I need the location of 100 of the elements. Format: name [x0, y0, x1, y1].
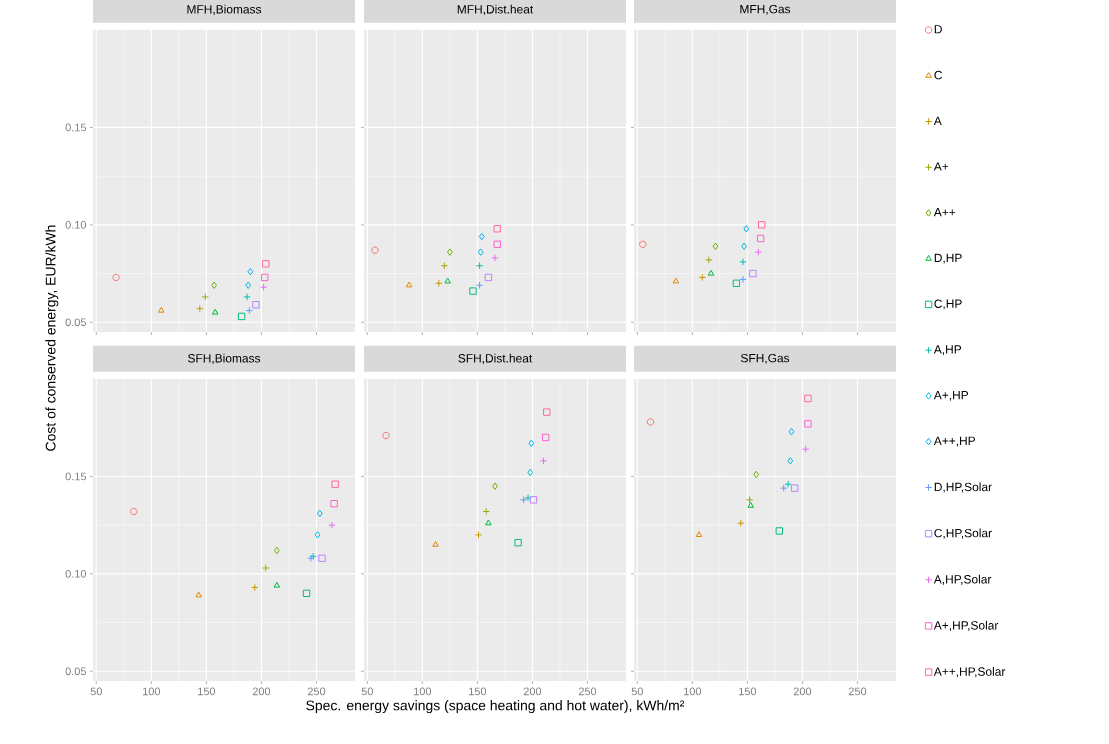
point: [539, 457, 548, 465]
point: [698, 273, 706, 282]
x-tick-label: 200: [252, 687, 271, 696]
point: [749, 269, 757, 278]
point: [469, 287, 477, 295]
chart-title: MFH,Gas: [740, 4, 791, 15]
point: [491, 254, 499, 262]
point: [754, 248, 763, 256]
legend-label: C,HP,Solar: [934, 528, 992, 539]
point: [328, 521, 336, 529]
point: [245, 306, 254, 315]
legend-label: D,HP,Solar: [934, 482, 992, 493]
point: [211, 281, 217, 289]
point: [743, 225, 750, 233]
point: [446, 248, 453, 256]
x-tick-label: 150: [739, 687, 757, 696]
x-tick-label: 200: [523, 687, 542, 696]
legend-label: A+,HP: [933, 391, 969, 401]
point: [514, 538, 522, 547]
point: [195, 591, 202, 598]
legend-label: A++: [933, 208, 956, 217]
point: [247, 267, 254, 276]
point: [732, 279, 741, 287]
x-tick-label: 200: [793, 687, 812, 696]
legend-label: A,HP: [933, 345, 962, 356]
x-tick-label: 250: [848, 687, 867, 696]
point: [758, 221, 766, 229]
point: [787, 457, 794, 465]
y-tick-label: 0.05: [65, 667, 87, 676]
legend-label: D,HP: [934, 253, 962, 264]
legend-label: C: [934, 70, 942, 80]
point: [519, 496, 528, 504]
point: [382, 431, 390, 440]
point: [475, 262, 484, 270]
point: [478, 232, 485, 241]
point: [444, 277, 451, 284]
point: [273, 581, 281, 588]
point: [739, 258, 747, 266]
point: [485, 519, 492, 526]
y-tick-label: 0.10: [65, 220, 87, 229]
point: [784, 480, 792, 488]
point: [316, 509, 323, 518]
point: [432, 540, 439, 547]
legend-label: A,HP,Solar: [933, 574, 992, 585]
point: [130, 507, 138, 516]
point: [243, 293, 251, 301]
point: [739, 275, 747, 284]
point: [529, 496, 538, 504]
y-tick-label: 0.15: [65, 123, 87, 132]
legend-label: A++,HP: [933, 436, 976, 447]
x-tick-label: 150: [198, 687, 216, 696]
y-tick-label: 0.15: [65, 472, 87, 481]
point: [157, 306, 165, 313]
x-tick-label: 50: [361, 687, 373, 696]
point: [802, 445, 810, 453]
point: [318, 554, 326, 562]
point: [262, 260, 270, 268]
legend-label: D: [934, 25, 942, 34]
point: [493, 225, 501, 233]
point: [435, 279, 443, 287]
point: [112, 273, 120, 282]
point: [482, 507, 490, 516]
point: [524, 494, 532, 502]
point: [371, 246, 379, 254]
point: [541, 433, 550, 442]
point: [543, 408, 551, 416]
point: [753, 470, 760, 479]
y-tick-label: 0.10: [65, 569, 87, 578]
legend-label: A: [933, 116, 942, 125]
x-tick-label: 100: [684, 687, 702, 696]
point: [262, 564, 270, 572]
x-tick-label: 50: [631, 687, 643, 696]
point: [745, 496, 754, 504]
x-tick-label: 50: [90, 687, 102, 696]
point: [330, 500, 338, 508]
legend-label: A+: [933, 162, 949, 171]
point: [492, 482, 498, 490]
point: [474, 531, 483, 539]
point: [237, 312, 246, 321]
point: [528, 439, 535, 447]
point: [705, 256, 713, 264]
chart-title: MFH,Biomass: [187, 4, 262, 15]
point: [791, 484, 799, 492]
point: [201, 293, 209, 301]
point: [712, 242, 719, 250]
point: [639, 240, 647, 249]
point: [484, 273, 493, 282]
point: [707, 269, 715, 276]
point: [302, 589, 311, 598]
point: [788, 427, 795, 436]
point: [646, 418, 655, 426]
point: [405, 281, 413, 288]
x-tick-label: 250: [578, 687, 597, 696]
point: [695, 531, 703, 537]
point: [211, 308, 219, 315]
x-tick-label: 100: [414, 687, 432, 696]
y-tick-label: 0.05: [65, 318, 87, 327]
point: [780, 484, 788, 492]
legend-label: A+,HP,Solar: [933, 620, 999, 632]
chart-title: SFH,Gas: [740, 353, 790, 364]
